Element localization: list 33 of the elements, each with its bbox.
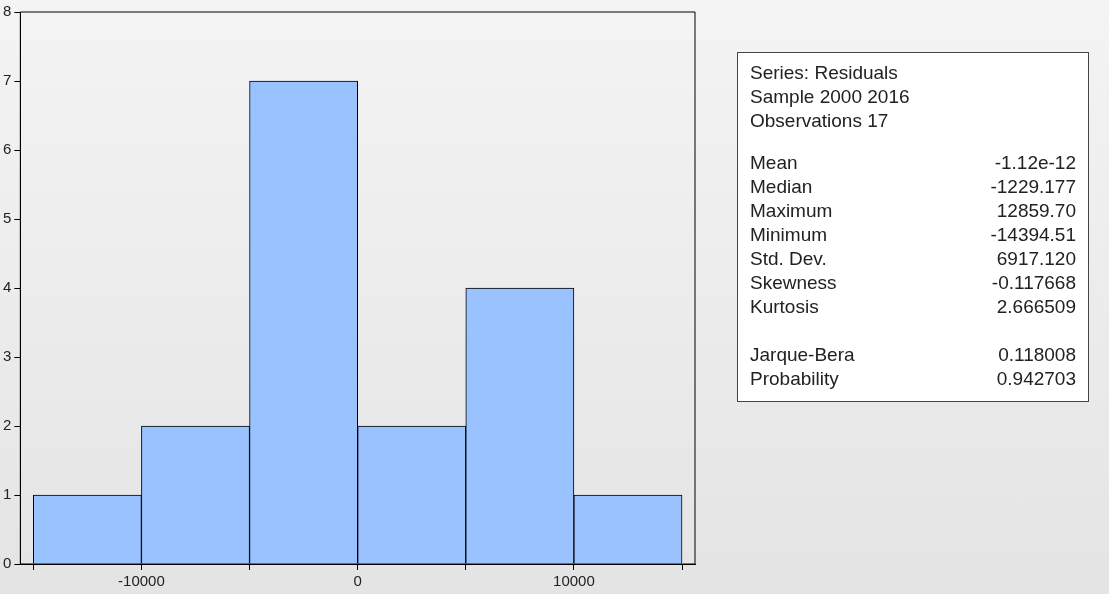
y-tick-label: 6 [3,140,12,158]
category-label: Probability [750,367,839,391]
text: 12859.70 [996,200,1076,221]
y-tick-label: 3 [3,347,12,365]
category-label: Mean [750,151,798,175]
category-label: Minimum [750,223,828,247]
text: Observations 17 [750,109,890,133]
y-tick-label: 1 [3,485,12,503]
text: Series: Residuals [750,61,899,85]
text: Sample 2000 2016 [750,85,911,109]
text: 2.666509 [996,296,1076,317]
text: -1229.177 [990,176,1076,197]
y-tick-label: 7 [3,71,12,89]
y-tick-label: 0 [3,554,12,572]
text: 6917.120 [996,248,1076,269]
text: 0.942703 [996,368,1076,389]
y-tick-label: 5 [3,209,12,227]
y-tick-label: 4 [3,278,12,296]
category-label: Maximum [750,199,833,223]
text: 0.118008 [998,344,1076,365]
category-label: Std. Dev. [750,247,827,271]
x-tick-label: -10000 [118,572,165,590]
category-label: Skewness [750,271,837,295]
text: -0.117668 [991,272,1076,293]
text: -1.12e-12 [994,152,1076,173]
category-label: Median [750,175,813,199]
text: -14394.51 [990,224,1076,245]
y-tick-label: 8 [3,2,12,20]
y-tick-label: 2 [3,416,12,434]
x-tick-label: 0 [353,572,362,590]
category-label: Kurtosis [750,295,819,319]
category-label: Jarque-Bera [750,343,855,367]
x-tick-label: 10000 [553,572,595,590]
